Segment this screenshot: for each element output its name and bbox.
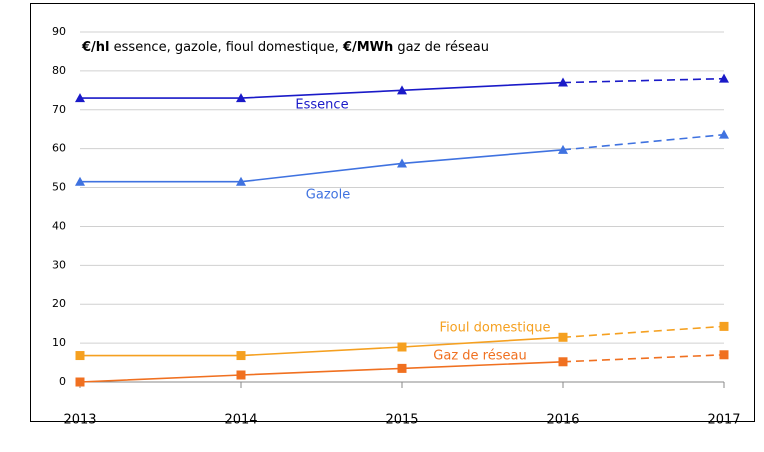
marker (236, 176, 246, 186)
marker (75, 93, 85, 103)
x-tick-label: 2016 (546, 413, 579, 428)
line-projection (562, 353, 725, 363)
y-tick-label: 60 (52, 142, 66, 155)
x-tick-label: 2013 (63, 413, 96, 428)
marker (558, 77, 568, 87)
title-part: €/MWh (342, 40, 393, 55)
marker (75, 377, 85, 387)
x-tick-label: 2014 (224, 413, 257, 428)
y-tick-label: 30 (52, 258, 66, 271)
x-tick-label: 2015 (385, 413, 418, 428)
chart-title: €/hl essence, gazole, fioul domestique, … (81, 40, 489, 55)
line-projection (562, 325, 725, 339)
line (80, 336, 564, 357)
series-label: Essence (295, 98, 348, 113)
marker (397, 158, 407, 168)
marker (75, 351, 85, 361)
marker (397, 363, 407, 373)
title-part: gaz de réseau (393, 40, 489, 55)
marker (397, 342, 407, 352)
marker (719, 321, 729, 331)
marker (397, 85, 407, 95)
y-tick-label: 40 (52, 219, 66, 232)
series-label: Fioul domestique (440, 321, 551, 336)
y-tick-label: 70 (52, 103, 66, 116)
line-projection (562, 133, 725, 151)
series-label: Gazole (306, 188, 350, 203)
y-tick-label: 80 (52, 64, 66, 77)
marker (75, 176, 85, 186)
y-tick-label: 50 (52, 181, 66, 194)
marker (236, 93, 246, 103)
y-tick-label: 0 (59, 375, 66, 388)
marker (719, 129, 729, 139)
marker (558, 144, 568, 154)
title-part: €/hl (81, 40, 110, 55)
x-tick-label: 2017 (707, 413, 740, 428)
marker (719, 73, 729, 83)
line (80, 149, 564, 183)
line (80, 81, 564, 99)
marker (558, 357, 568, 367)
series-label: Gaz de réseau (433, 349, 526, 364)
y-tick-label: 20 (52, 297, 66, 310)
marker (236, 370, 246, 380)
y-tick-label: 90 (52, 25, 66, 38)
line-projection (562, 77, 725, 84)
marker (558, 332, 568, 342)
line (79, 360, 564, 383)
y-tick-label: 10 (52, 336, 66, 349)
title-part: essence, gazole, fioul domestique, (110, 40, 343, 55)
marker (719, 350, 729, 360)
marker (236, 351, 246, 361)
chart-frame (30, 3, 755, 422)
